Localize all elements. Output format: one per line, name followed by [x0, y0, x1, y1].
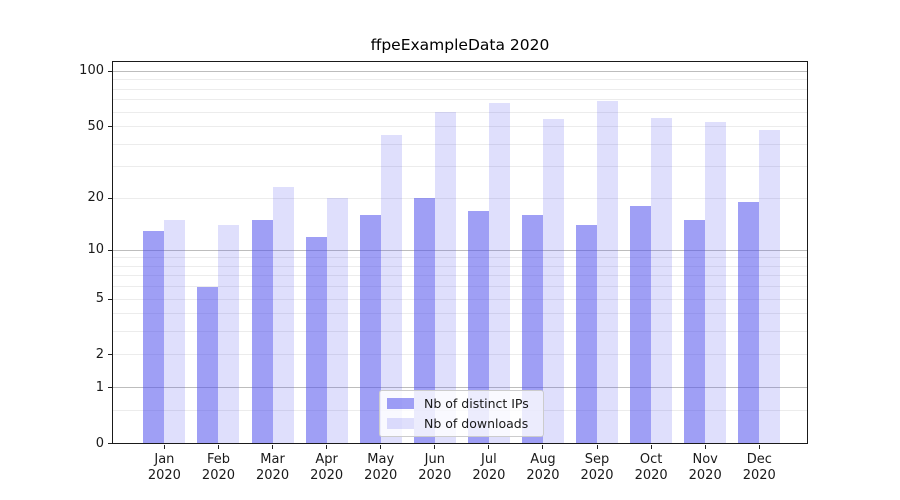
y-tick-label: 50 — [87, 118, 104, 134]
legend-entry: Nb of distinct IPs — [387, 396, 543, 411]
y-tick-label: 1 — [95, 379, 104, 395]
major-gridline — [112, 249, 808, 251]
x-tick-mark — [380, 444, 382, 449]
minor-gridline — [112, 197, 808, 199]
x-tick-label: Mar 2020 — [256, 451, 290, 484]
minor-gridline — [112, 166, 808, 168]
minor-gridline — [112, 111, 808, 113]
legend: Nb of distinct IPs Nb of downloads — [379, 390, 544, 437]
x-tick-mark — [758, 444, 760, 449]
minor-gridline — [112, 265, 808, 267]
bar-distinct-ips-jan — [143, 230, 165, 444]
bar-downloads-sep — [597, 101, 619, 444]
x-tick-mark — [272, 444, 274, 449]
bar-downloads-apr — [326, 198, 348, 444]
minor-gridline — [112, 298, 808, 300]
x-tick-mark — [217, 444, 219, 449]
bar-distinct-ips-dec — [738, 202, 760, 444]
y-tick-mark — [108, 354, 112, 356]
bar-downloads-nov — [705, 121, 727, 444]
bar-distinct-ips-jul — [467, 210, 489, 444]
minor-gridline — [112, 286, 808, 288]
minor-gridline — [112, 143, 808, 145]
bar-downloads-may — [380, 134, 402, 444]
x-tick-label: Jun 2020 — [418, 451, 452, 484]
x-tick-mark — [596, 444, 598, 449]
bar-downloads-dec — [759, 129, 781, 444]
major-gridline — [112, 387, 808, 389]
legend-label: Nb of distinct IPs — [424, 396, 529, 411]
major-gridline — [112, 70, 808, 72]
minor-gridline — [112, 275, 808, 277]
x-tick-mark — [542, 444, 544, 449]
y-tick-mark — [108, 70, 112, 72]
y-tick-label: 0 — [95, 435, 104, 451]
bar-downloads-oct — [651, 117, 673, 444]
minor-gridline — [112, 331, 808, 333]
y-tick-mark — [108, 443, 112, 444]
plot-area — [112, 61, 808, 444]
minor-gridline — [112, 257, 808, 259]
x-tick-mark — [434, 444, 436, 449]
y-tick-label: 10 — [87, 242, 104, 258]
minor-gridline — [112, 88, 808, 90]
legend-entry: Nb of downloads — [387, 416, 543, 431]
minor-gridline — [112, 79, 808, 81]
minor-gridline — [112, 313, 808, 315]
minor-gridline — [112, 99, 808, 101]
x-tick-mark — [488, 444, 490, 449]
x-tick-mark — [704, 444, 706, 449]
bar-distinct-ips-mar — [251, 220, 273, 444]
minor-gridline — [112, 126, 808, 128]
bar-distinct-ips-sep — [576, 225, 598, 444]
x-tick-label: Apr 2020 — [310, 451, 344, 484]
legend-label: Nb of downloads — [424, 416, 529, 431]
x-tick-label: Feb 2020 — [201, 451, 236, 484]
x-tick-label: Sep 2020 — [580, 451, 614, 484]
y-tick-label: 20 — [87, 190, 104, 206]
x-tick-mark — [163, 444, 165, 449]
x-tick-label: Aug 2020 — [526, 451, 560, 484]
y-tick-mark — [108, 387, 112, 389]
x-tick-mark — [326, 444, 328, 449]
x-tick-label: Nov 2020 — [688, 451, 722, 484]
bar-downloads-mar — [272, 187, 294, 444]
x-tick-label: May 2020 — [364, 451, 398, 484]
y-tick-mark — [108, 126, 112, 128]
x-tick-label: Dec 2020 — [742, 451, 776, 484]
y-tick-mark — [108, 298, 112, 300]
bar-distinct-ips-nov — [684, 220, 706, 444]
bar-downloads-jul — [488, 103, 510, 444]
bar-distinct-ips-jun — [413, 198, 435, 444]
bar-downloads-jun — [434, 112, 456, 444]
y-tick-mark — [108, 197, 112, 199]
x-tick-label: Jan 2020 — [147, 451, 181, 484]
bar-distinct-ips-feb — [197, 286, 219, 444]
bar-distinct-ips-oct — [630, 206, 652, 444]
y-tick-label: 2 — [95, 346, 104, 362]
y-tick-label: 5 — [95, 291, 104, 307]
x-tick-label: Oct 2020 — [634, 451, 668, 484]
bar-downloads-feb — [218, 225, 240, 444]
legend-color-patch — [387, 418, 414, 429]
y-tick-label: 100 — [79, 63, 104, 79]
minor-gridline — [112, 354, 808, 356]
bar-distinct-ips-may — [359, 215, 381, 444]
x-tick-mark — [650, 444, 652, 449]
x-tick-label: Jul 2020 — [472, 451, 506, 484]
chart-title: ffpeExampleData 2020 — [370, 36, 550, 54]
bar-distinct-ips-aug — [521, 215, 543, 444]
legend-color-patch — [387, 398, 414, 409]
bar-distinct-ips-apr — [305, 236, 327, 444]
bar-downloads-jan — [164, 220, 186, 444]
bar-downloads-aug — [542, 119, 564, 444]
y-tick-mark — [108, 249, 112, 251]
